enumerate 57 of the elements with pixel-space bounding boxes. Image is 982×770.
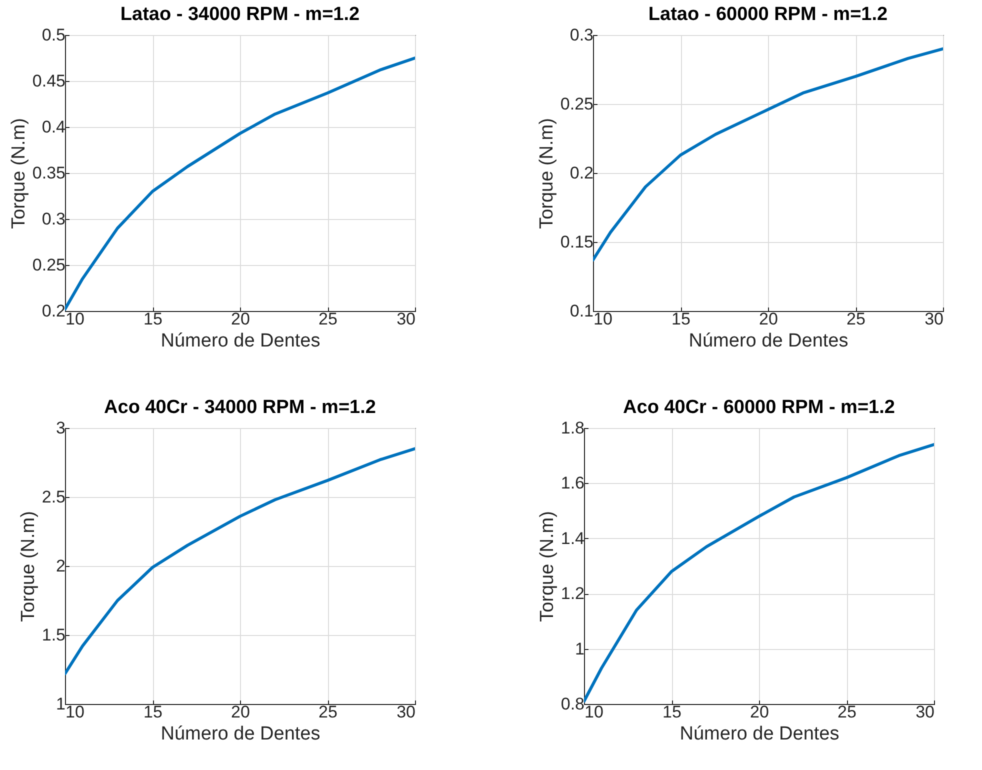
x-tick-label: 15	[662, 702, 682, 722]
x-tick-label: 20	[750, 702, 769, 722]
chart-title: Latao - 34000 RPM - m=1.2	[120, 4, 360, 25]
x-tick-label: 10	[66, 310, 84, 328]
chart-title: Aco 40Cr - 34000 RPM - m=1.2	[104, 397, 376, 418]
x-tick-label: 10	[584, 702, 604, 722]
x-axis-title: Número de Dentes	[160, 724, 320, 744]
y-tick-label: 1.8	[560, 418, 584, 438]
line-series	[65, 447, 415, 676]
x-tick-label: 30	[916, 702, 934, 722]
y-axis-title: Torque (N.m)	[18, 511, 39, 622]
y-tick-label: 0.25	[32, 256, 66, 274]
y-tick-label: 0.5	[42, 26, 66, 44]
x-tick-label: 25	[318, 310, 338, 328]
x-tick-label: 25	[846, 310, 866, 328]
x-axis-title: Número de Dentes	[160, 330, 320, 352]
x-tick-label: 20	[759, 310, 778, 328]
y-tick-label: 0.8	[560, 694, 584, 714]
x-tick-label: 20	[231, 310, 250, 328]
y-tick-label: 0.15	[560, 232, 594, 252]
x-tick-label: 10	[66, 702, 84, 722]
y-tick-label: 0.2	[570, 164, 594, 182]
y-axis-title: Torque (N.m)	[536, 511, 558, 622]
x-tick-label: 25	[318, 702, 338, 722]
x-tick-label: 15	[144, 702, 162, 722]
x-tick-label: 30	[396, 310, 416, 328]
y-tick-label: 0.2	[42, 302, 66, 320]
x-tick-label: 30	[924, 310, 944, 328]
y-tick-label: 0.3	[570, 26, 594, 44]
y-tick-label: 0.3	[42, 210, 66, 228]
chart-title: Aco 40Cr - 60000 RPM - m=1.2	[623, 397, 895, 418]
x-tick-label: 15	[144, 310, 162, 328]
y-tick-label: 0.35	[32, 164, 66, 182]
y-tick-label: 2.5	[42, 488, 66, 506]
x-tick-label: 30	[396, 702, 416, 722]
chart-title: Latao - 60000 RPM - m=1.2	[648, 4, 888, 25]
y-tick-label: 0.4	[42, 118, 66, 136]
x-tick-label: 10	[594, 310, 612, 328]
y-tick-label: 3	[56, 418, 66, 438]
x-tick-label: 25	[838, 702, 856, 722]
x-tick-label: 20	[231, 702, 250, 722]
y-tick-label: 0.1	[570, 302, 594, 320]
y-axis-title: Torque (N.m)	[8, 118, 30, 229]
x-tick-label: 15	[672, 310, 690, 328]
y-tick-label: 1.4	[560, 528, 584, 548]
y-tick-label: 0.45	[32, 72, 66, 90]
y-tick-label: 1.2	[560, 584, 584, 604]
x-axis-title: Número de Dentes	[680, 724, 840, 744]
y-axis-title: Torque (N.m)	[536, 118, 558, 229]
y-tick-label: 1.6	[560, 474, 584, 493]
y-tick-label: 1	[56, 694, 66, 714]
y-tick-label: 1	[575, 639, 584, 658]
y-tick-label: 2	[56, 556, 66, 576]
y-tick-label: 1.5	[42, 626, 66, 644]
y-tick-label: 0.25	[560, 94, 594, 114]
x-axis-title: Número de Dentes	[688, 330, 848, 352]
line-series	[593, 47, 943, 262]
